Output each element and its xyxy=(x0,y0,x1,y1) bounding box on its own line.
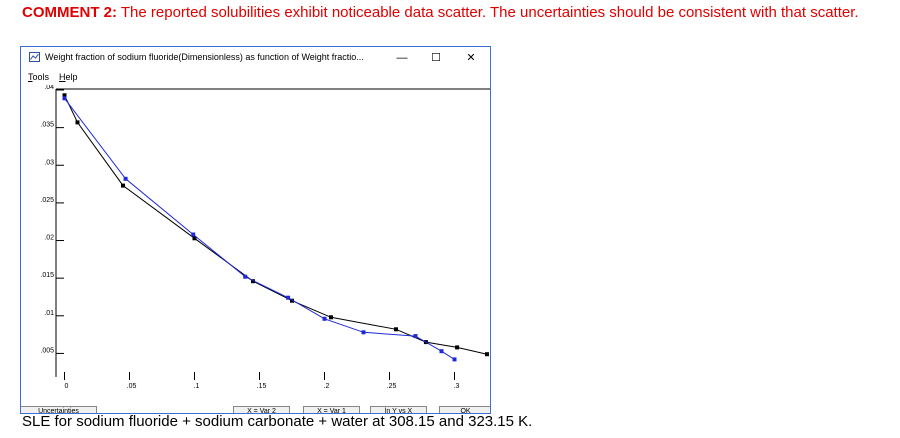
x-tick-label: .2 xyxy=(324,383,330,390)
series-2-point xyxy=(62,96,67,101)
x-tick-label: .05 xyxy=(127,383,137,390)
series-1-point xyxy=(121,183,125,188)
series-1-point xyxy=(251,279,255,284)
menu-bar: Tools Help xyxy=(21,69,490,85)
comment-label: COMMENT 2: xyxy=(22,4,117,21)
window-titlebar[interactable]: Weight fraction of sodium fluoride(Dimen… xyxy=(21,47,490,69)
series-1-point xyxy=(290,298,294,303)
series-2-point xyxy=(322,316,327,321)
x-tick-label: .3 xyxy=(454,383,460,390)
y-tick-label: .02 xyxy=(44,235,54,242)
series-1-point xyxy=(62,93,67,98)
y-tick-label: .01 xyxy=(44,310,54,317)
series-1-point xyxy=(485,352,489,357)
minimize-button[interactable]: — xyxy=(396,52,408,64)
x-tick-label: .15 xyxy=(257,383,267,390)
series-2-point xyxy=(361,330,366,335)
series-2-point xyxy=(413,334,418,339)
y-tick-label: .005 xyxy=(40,347,54,354)
y-tick-label: .03 xyxy=(44,159,54,166)
menu-tools-accel: T xyxy=(28,72,33,82)
y-tick-label: .015 xyxy=(40,272,54,279)
series-2-point xyxy=(243,274,248,279)
solubility-chart: .005 .01 .015 .02 .025 .03 .035 .04 0 .05 .1 .15 .2.… xyxy=(40,85,490,390)
y-tick-label: .025 xyxy=(40,197,54,204)
series-1-point xyxy=(455,345,460,350)
uncertainties-button[interactable]: Uncertainties xyxy=(21,406,97,413)
menu-help-rest: elp xyxy=(65,72,78,82)
plot-area: .005 .01 .015 .02 .025 .03 .035 .04 0 .05 .1 .15 .2.… xyxy=(21,85,490,413)
series-1-point xyxy=(329,315,333,320)
x-var1-button[interactable]: X = Var 1 xyxy=(303,406,360,413)
figure-caption: SLE for sodium fluoride + sodium carbona… xyxy=(22,413,533,430)
series-line-1 xyxy=(64,95,488,355)
series-2-point xyxy=(452,357,457,362)
window-title: Weight fraction of sodium fluoride(Dimen… xyxy=(45,52,364,62)
maximize-button[interactable]: ☐ xyxy=(431,52,441,64)
series-2-point xyxy=(191,232,196,237)
menu-help-accel: H xyxy=(59,72,66,82)
review-comment: COMMENT 2: The reported solubilities exh… xyxy=(22,3,892,23)
series-2-point xyxy=(439,349,444,354)
series-1-point xyxy=(192,236,197,241)
menu-tools[interactable]: Tools xyxy=(28,72,49,82)
x-tick-label: 0 xyxy=(65,383,69,390)
x-tick-label: .25 xyxy=(387,383,397,390)
series-1-point xyxy=(394,327,398,332)
series-2-point xyxy=(123,176,128,181)
close-button[interactable]: ✕ xyxy=(466,52,476,64)
lny-vs-x-button[interactable]: ln Y vs X xyxy=(370,406,427,413)
series-line-2 xyxy=(64,97,455,360)
series-2-point xyxy=(286,295,291,300)
x-tick-label: .1 xyxy=(194,383,200,390)
menu-tools-rest: ools xyxy=(32,72,50,82)
series-1-point xyxy=(75,120,80,125)
menu-help[interactable]: Help xyxy=(59,72,78,82)
y-tick-label: .04 xyxy=(44,85,54,91)
y-tick-label: .035 xyxy=(40,122,54,129)
plot-window: Weight fraction of sodium fluoride(Dimen… xyxy=(20,46,491,414)
ok-button[interactable]: OK xyxy=(439,406,490,413)
app-icon xyxy=(29,52,40,62)
comment-text: The reported solubilities exhibit notice… xyxy=(117,4,859,21)
x-var2-button[interactable]: X = Var 2 xyxy=(233,406,290,413)
